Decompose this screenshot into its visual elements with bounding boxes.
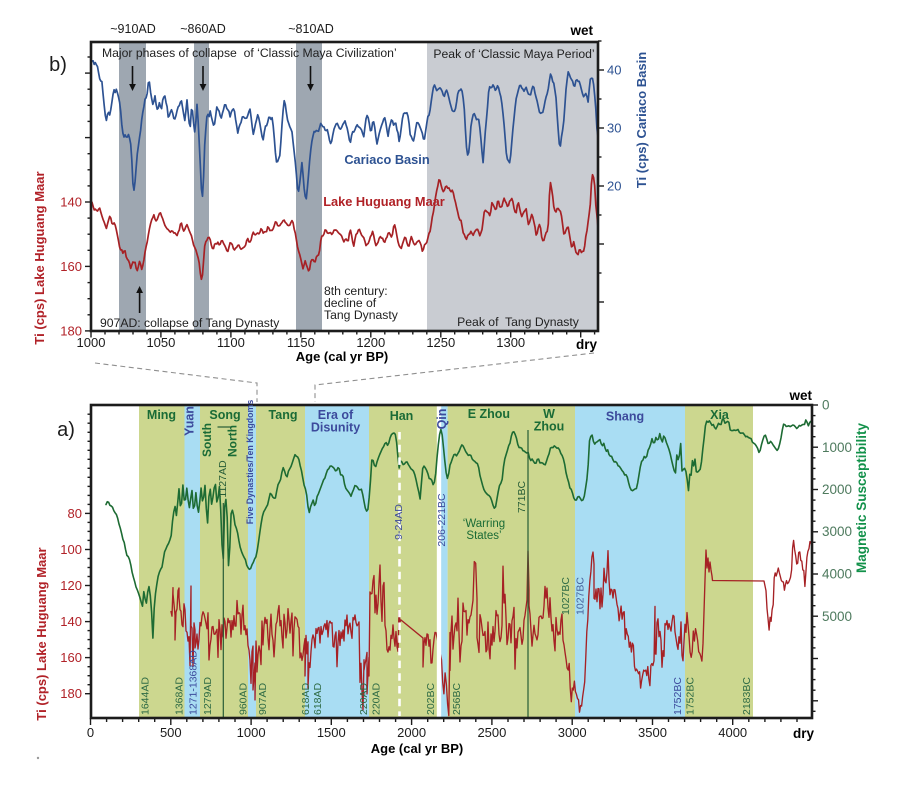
- svg-text:771BC: 771BC: [516, 481, 528, 514]
- svg-text:1644AD: 1644AD: [139, 677, 151, 715]
- svg-text:Age (cal yr BP): Age (cal yr BP): [371, 741, 463, 756]
- svg-text:220AD: 220AD: [370, 682, 382, 715]
- svg-text:~910AD: ~910AD: [110, 22, 156, 36]
- svg-text:160: 160: [60, 650, 82, 665]
- svg-text:256BC: 256BC: [451, 682, 463, 715]
- svg-text:100: 100: [60, 542, 82, 557]
- svg-text:80: 80: [68, 506, 82, 521]
- svg-text:1050: 1050: [146, 335, 175, 350]
- svg-text:Qin: Qin: [435, 409, 449, 430]
- svg-text:Major phases of collapse of ‘: Major phases of collapse of ‘Classic May…: [102, 46, 397, 60]
- svg-text:E Zhou: E Zhou: [468, 407, 510, 421]
- svg-text:Tang: Tang: [269, 408, 298, 422]
- svg-text:120: 120: [60, 578, 82, 593]
- svg-text:30: 30: [607, 121, 621, 136]
- svg-text:Ti (cps) Lake Huguang Maar: Ti (cps) Lake Huguang Maar: [34, 547, 49, 720]
- svg-text:Cariaco Basin: Cariaco Basin: [344, 152, 430, 167]
- svg-text:960AD: 960AD: [237, 682, 249, 715]
- svg-text:500: 500: [160, 725, 182, 740]
- svg-text:2000: 2000: [822, 482, 852, 497]
- svg-text:907AD: 907AD: [257, 682, 269, 715]
- svg-text:140: 140: [60, 614, 82, 629]
- svg-text:220AD: 220AD: [358, 682, 370, 715]
- svg-text:618AD: 618AD: [312, 682, 324, 715]
- svg-text:Shang: Shang: [606, 410, 644, 424]
- svg-text:Five Dynasties/Ten Kingdoms: Five Dynasties/Ten Kingdoms: [245, 400, 255, 525]
- svg-text:0: 0: [822, 398, 830, 413]
- svg-text:wet: wet: [569, 23, 593, 38]
- svg-text:a): a): [57, 419, 75, 441]
- svg-text:North: North: [226, 425, 240, 457]
- svg-text:4000: 4000: [718, 725, 747, 740]
- svg-text:W: W: [543, 407, 555, 421]
- svg-text:Lake Huguang Maar: Lake Huguang Maar: [323, 194, 445, 209]
- svg-text:2000: 2000: [397, 725, 426, 740]
- svg-text:Yuan: Yuan: [183, 406, 197, 436]
- svg-text:dry: dry: [793, 726, 815, 741]
- svg-text:4000: 4000: [822, 567, 852, 582]
- svg-text:1752BC: 1752BC: [672, 677, 684, 715]
- svg-text:Era of: Era of: [318, 408, 354, 422]
- svg-text:1027BC: 1027BC: [560, 577, 572, 615]
- svg-text:Disunity: Disunity: [311, 421, 360, 435]
- svg-text:decline of: decline of: [324, 296, 377, 310]
- svg-text:40: 40: [607, 63, 621, 78]
- svg-text:202BC: 202BC: [425, 682, 437, 715]
- svg-text:Ming: Ming: [147, 408, 176, 422]
- svg-text:Age (cal yr BP): Age (cal yr BP): [296, 349, 388, 364]
- svg-text:1250: 1250: [426, 335, 455, 350]
- svg-text:140: 140: [60, 195, 82, 210]
- svg-text:3000: 3000: [822, 524, 852, 539]
- svg-text:1368AD: 1368AD: [173, 677, 185, 715]
- svg-text:1000: 1000: [237, 725, 266, 740]
- svg-text:1027BC: 1027BC: [575, 577, 587, 615]
- svg-text:1300: 1300: [496, 335, 525, 350]
- svg-text:‘Warring: ‘Warring: [463, 518, 505, 530]
- svg-text:Ti (cps) Cariaco Basin: Ti (cps) Cariaco Basin: [634, 52, 649, 188]
- svg-text:1500: 1500: [317, 725, 346, 740]
- svg-text:1200: 1200: [356, 335, 385, 350]
- svg-text:1271-1368AD: 1271-1368AD: [187, 650, 199, 715]
- svg-text:1752BC: 1752BC: [684, 677, 696, 715]
- svg-text:5000: 5000: [822, 609, 852, 624]
- svg-text:~860AD: ~860AD: [180, 22, 226, 36]
- svg-text:180: 180: [60, 323, 82, 338]
- svg-text:618AD: 618AD: [300, 682, 312, 715]
- svg-text:Ti (cps) Lake Huguang Maar: Ti (cps) Lake Huguang Maar: [32, 171, 47, 344]
- svg-text:Zhou: Zhou: [534, 420, 565, 434]
- svg-text:3500: 3500: [638, 725, 667, 740]
- svg-text:Peak of ‘Classic Maya Period’: Peak of ‘Classic Maya Period’: [433, 47, 594, 61]
- svg-text:dry: dry: [576, 337, 598, 352]
- svg-text:1000: 1000: [822, 440, 852, 455]
- svg-text:907AD: collapse of Tang Dynast: 907AD: collapse of Tang Dynasty: [100, 316, 280, 330]
- svg-text:1150: 1150: [287, 335, 315, 350]
- svg-text:1127AD: 1127AD: [217, 460, 229, 498]
- svg-text:180: 180: [60, 686, 82, 701]
- svg-text:8th century:: 8th century:: [324, 284, 388, 298]
- svg-text:Xia: Xia: [710, 408, 730, 422]
- svg-text:2183BC: 2183BC: [741, 677, 753, 715]
- svg-text:1100: 1100: [217, 335, 245, 350]
- svg-text:Peak of Tang Dynasty: Peak of Tang Dynasty: [457, 315, 580, 329]
- svg-text:Song: Song: [209, 408, 240, 422]
- svg-text:0: 0: [87, 725, 94, 740]
- svg-text:2500: 2500: [477, 725, 506, 740]
- svg-text:South: South: [200, 423, 214, 457]
- svg-text:206-221BC: 206-221BC: [436, 493, 448, 547]
- svg-text:States’: States’: [466, 530, 501, 542]
- svg-text:1000: 1000: [77, 335, 106, 350]
- svg-text:9-24AD: 9-24AD: [393, 504, 405, 540]
- svg-text:Tang Dynasty: Tang Dynasty: [324, 308, 399, 322]
- svg-text:wet: wet: [788, 388, 812, 403]
- svg-text:1279AD: 1279AD: [202, 677, 214, 715]
- svg-text:Magnetic Susceptibility: Magnetic Susceptibility: [854, 422, 869, 573]
- svg-text:20: 20: [607, 179, 621, 194]
- svg-text:Han: Han: [390, 409, 414, 423]
- svg-text:~810AD: ~810AD: [288, 22, 334, 36]
- svg-text:b): b): [49, 54, 67, 76]
- svg-text:160: 160: [60, 259, 82, 274]
- svg-text:3000: 3000: [558, 725, 587, 740]
